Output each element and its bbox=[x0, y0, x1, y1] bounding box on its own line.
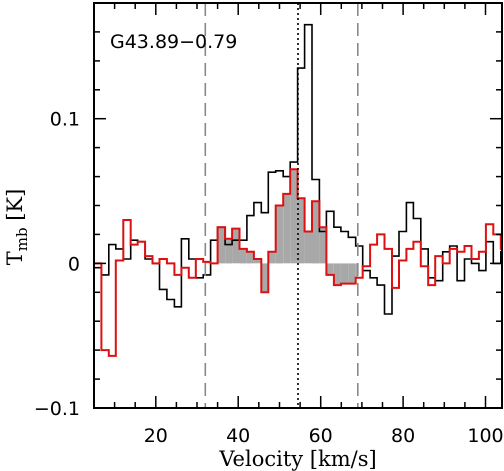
x-tick-label: 100 bbox=[467, 425, 503, 447]
fill-bar bbox=[225, 238, 233, 264]
y-tick-label: 0.1 bbox=[50, 109, 80, 131]
y-axis-label-sub: mb bbox=[13, 227, 31, 251]
fill-bar bbox=[333, 263, 341, 286]
fill-bar bbox=[253, 259, 262, 264]
x-axis-label: Velocity [km/s] bbox=[218, 447, 376, 471]
fill-bar bbox=[246, 251, 254, 264]
y-tick-label: 0 bbox=[68, 253, 80, 275]
marker-layer bbox=[204, 3, 359, 408]
fill-bar bbox=[239, 248, 247, 264]
fill-bar bbox=[283, 193, 291, 264]
source-annotation: G43.89−0.79 bbox=[110, 31, 237, 53]
tick-layer bbox=[93, 2, 502, 409]
x-tick-label: 60 bbox=[309, 425, 333, 447]
fill-bar bbox=[304, 231, 312, 264]
fill-bar bbox=[312, 201, 320, 264]
black-spectrum-line bbox=[94, 23, 502, 315]
fill-layer bbox=[205, 169, 358, 293]
y-tick-label: −0.1 bbox=[34, 398, 80, 420]
fill-bar bbox=[355, 263, 358, 278]
y-axis-label-unit: [K] bbox=[3, 189, 27, 228]
fill-bar bbox=[319, 227, 327, 264]
fill-bar bbox=[326, 263, 334, 275]
x-tick-label: 20 bbox=[144, 425, 168, 447]
fill-bar bbox=[232, 228, 240, 264]
fill-bar bbox=[275, 205, 284, 264]
fill-bar bbox=[268, 251, 276, 264]
y-axis-label: Tmb [K] bbox=[3, 189, 31, 266]
fill-bar bbox=[348, 263, 356, 284]
x-tick-label: 40 bbox=[226, 425, 250, 447]
x-tick-label: 80 bbox=[391, 425, 415, 447]
fill-bar bbox=[340, 263, 349, 284]
fill-bar bbox=[261, 263, 269, 293]
fill-bar bbox=[217, 227, 225, 264]
label-layer: 20 40 60 80 100 −0.1 0 0.1 bbox=[34, 109, 504, 447]
fill-bar bbox=[290, 169, 298, 264]
fill-bar bbox=[297, 198, 305, 264]
y-axis-label-main: T bbox=[3, 251, 27, 265]
